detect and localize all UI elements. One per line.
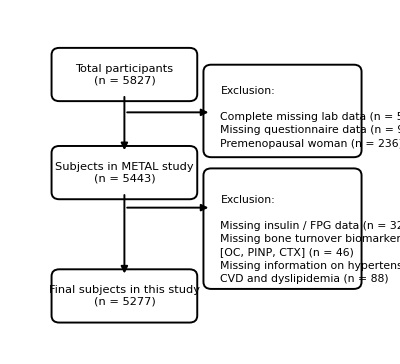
FancyBboxPatch shape (52, 269, 197, 323)
Text: Final subjects in this study
(n = 5277): Final subjects in this study (n = 5277) (49, 285, 200, 307)
FancyBboxPatch shape (52, 48, 197, 101)
Text: Exclusion:

Missing insulin / FPG data (n = 32)
Missing bone turnover biomarkers: Exclusion: Missing insulin / FPG data (n… (220, 195, 400, 284)
Text: Subjects in METAL study
(n = 5443): Subjects in METAL study (n = 5443) (55, 162, 194, 183)
FancyBboxPatch shape (204, 169, 362, 289)
FancyBboxPatch shape (204, 65, 362, 157)
FancyBboxPatch shape (52, 146, 197, 199)
Text: Total participants
(n = 5827): Total participants (n = 5827) (75, 64, 174, 85)
Text: Exclusion:

Complete missing lab data (n = 58)
Missing questionnaire data (n = 9: Exclusion: Complete missing lab data (n … (220, 86, 400, 149)
